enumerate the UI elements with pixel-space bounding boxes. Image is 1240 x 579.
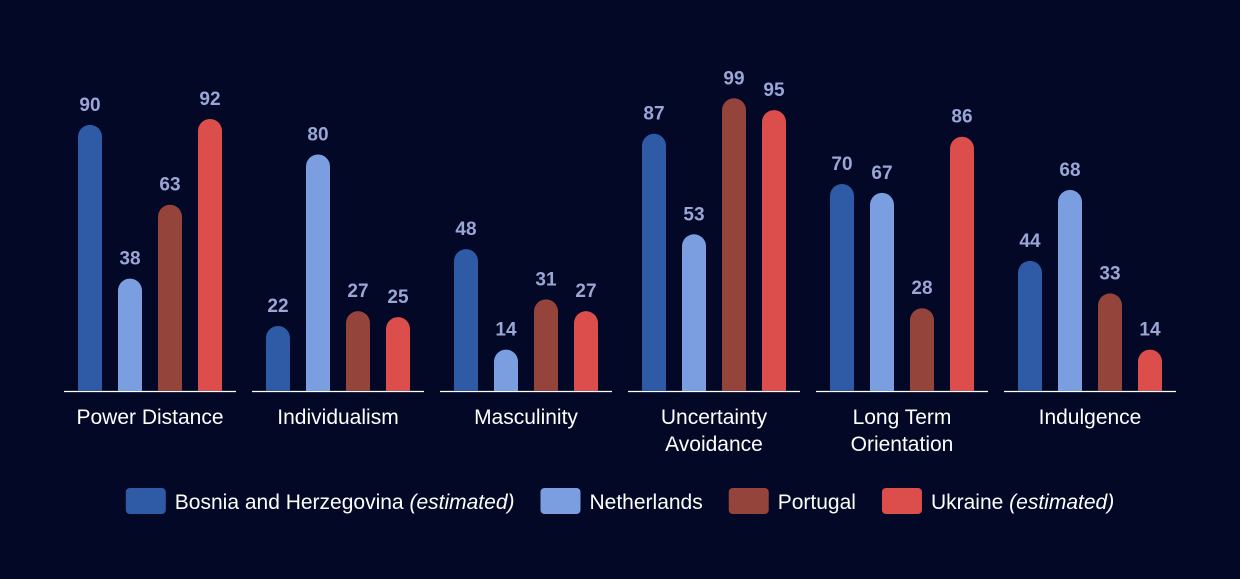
bar-indulgence-bosnia-and-herzegovina [1018, 260, 1042, 391]
value-label-uncertainty-avoidance-ukraine: 95 [763, 80, 785, 101]
legend-item-ukraine: Ukraine (estimated) [881, 488, 1114, 514]
value-label-power-distance-portugal: 63 [159, 175, 180, 196]
bar-power-distance-bosnia-and-herzegovina [78, 124, 102, 391]
bar-indulgence-ukraine [1138, 349, 1162, 391]
value-label-individualism-ukraine: 25 [387, 287, 409, 308]
legend-swatch-netherlands [540, 488, 581, 514]
bar-indulgence-portugal [1098, 293, 1122, 391]
value-label-indulgence-netherlands: 68 [1059, 160, 1080, 181]
bar-uncertainty-avoidance-bosnia-and-herzegovina [642, 133, 666, 391]
category-label-individualism: Individualism [277, 406, 398, 429]
value-label-masculinity-bosnia-and-herzegovina: 48 [455, 219, 476, 240]
value-label-individualism-portugal: 27 [347, 281, 368, 302]
value-label-masculinity-ukraine: 27 [575, 281, 596, 302]
value-label-indulgence-ukraine: 14 [1139, 320, 1161, 341]
category-label-masculinity: Masculinity [474, 406, 578, 429]
bar-masculinity-ukraine [574, 311, 598, 391]
bar-masculinity-portugal [534, 299, 558, 391]
category-label-indulgence: Indulgence [1039, 406, 1142, 429]
value-label-long-term-orientation-ukraine: 86 [951, 107, 972, 128]
value-label-individualism-netherlands: 80 [307, 124, 328, 145]
legend: Bosnia and Herzegovina (estimated) Nether… [125, 488, 1114, 514]
category-label-uncertainty-avoidance-line-1: Uncertainty [661, 406, 768, 429]
legend-label-portugal: Portugal [778, 491, 856, 514]
bar-indulgence-netherlands [1058, 189, 1082, 391]
bar-uncertainty-avoidance-ukraine [762, 110, 786, 392]
legend-label-bosnia-and-herzegovina: Bosnia and Herzegovina (estimated) [175, 491, 515, 514]
value-label-power-distance-ukraine: 92 [199, 89, 220, 110]
bar-uncertainty-avoidance-netherlands [682, 234, 706, 391]
value-label-long-term-orientation-bosnia-and-herzegovina: 70 [831, 154, 852, 175]
category-label-long-term-orientation-line-2: Orientation [851, 433, 954, 456]
value-label-uncertainty-avoidance-netherlands: 53 [683, 204, 704, 225]
value-label-long-term-orientation-portugal: 28 [911, 278, 932, 299]
bar-power-distance-ukraine [198, 118, 222, 392]
value-label-uncertainty-avoidance-portugal: 99 [723, 68, 744, 89]
bar-long-term-orientation-ukraine [950, 136, 974, 391]
value-label-masculinity-netherlands: 14 [495, 320, 517, 341]
legend-item-bosnia-and-herzegovina: Bosnia and Herzegovina (estimated) [125, 488, 515, 514]
bar-power-distance-netherlands [118, 278, 142, 391]
bar-individualism-netherlands [306, 154, 330, 391]
bar-individualism-bosnia-and-herzegovina [266, 325, 290, 391]
category-label-long-term-orientation-line-1: Long Term [853, 406, 952, 429]
bar-power-distance-portugal [158, 204, 182, 391]
value-label-individualism-bosnia-and-herzegovina: 22 [267, 296, 288, 317]
value-label-long-term-orientation-netherlands: 67 [871, 163, 892, 184]
bar-individualism-portugal [346, 311, 370, 391]
category-label-power-distance: Power Distance [76, 406, 223, 429]
bar-masculinity-netherlands [494, 349, 518, 391]
value-label-indulgence-portugal: 33 [1099, 263, 1120, 284]
value-label-power-distance-bosnia-and-herzegovina: 90 [79, 95, 100, 116]
value-label-masculinity-portugal: 31 [535, 269, 557, 290]
bar-long-term-orientation-bosnia-and-herzegovina [830, 184, 854, 391]
legend-item-portugal: Portugal [728, 488, 856, 514]
legend-swatch-bosnia-and-herzegovina [125, 488, 166, 514]
plot-area: 90 38 63 92 Power Distance 22 80 27 25 Individual… [64, 68, 1176, 456]
bar-uncertainty-avoidance-portugal [722, 98, 746, 391]
bar-masculinity-bosnia-and-herzegovina [454, 249, 478, 391]
value-label-uncertainty-avoidance-bosnia-and-herzegovina: 87 [643, 104, 664, 125]
legend-swatch-ukraine [881, 488, 922, 514]
legend-item-netherlands: Netherlands [540, 488, 703, 514]
legend-label-ukraine: Ukraine (estimated) [931, 491, 1114, 514]
value-label-indulgence-bosnia-and-herzegovina: 44 [1019, 231, 1041, 252]
category-label-uncertainty-avoidance-line-2: Avoidance [665, 433, 763, 456]
legend-label-netherlands: Netherlands [590, 491, 703, 514]
bar-long-term-orientation-netherlands [870, 192, 894, 391]
value-label-power-distance-netherlands: 38 [119, 249, 140, 270]
bar-long-term-orientation-portugal [910, 308, 934, 391]
legend-swatch-portugal [728, 488, 769, 514]
bar-individualism-ukraine [386, 317, 410, 391]
